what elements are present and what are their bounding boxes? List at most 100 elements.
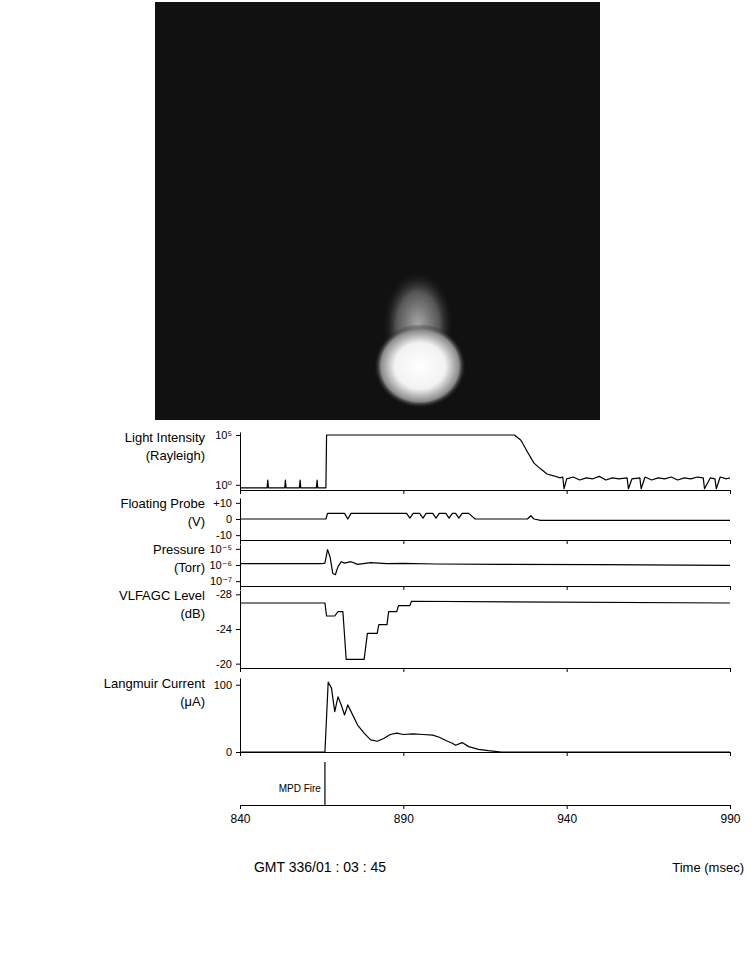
x-tick <box>403 540 404 544</box>
x-tick-mark <box>567 490 568 494</box>
x-tick-mark <box>730 490 731 494</box>
y-label-line: Floating Probe <box>120 496 205 511</box>
y-tick-mark <box>236 485 240 486</box>
x-tick-mark <box>730 752 731 756</box>
plot-area <box>240 513 730 520</box>
x-axis-line <box>241 668 731 669</box>
plot-area <box>240 601 730 659</box>
x-tick: 990 <box>720 805 740 826</box>
y-tick-label: 0 <box>226 746 232 758</box>
x-tick <box>240 668 241 672</box>
y-label-line: Pressure <box>153 542 205 557</box>
x-tick <box>730 540 731 544</box>
data-line <box>240 513 730 520</box>
y-tick-label: -28 <box>216 588 232 600</box>
plot-area <box>240 682 730 752</box>
y-axis: +100-10 <box>213 497 240 541</box>
y-tick-mark <box>236 435 240 436</box>
y-tick: -24 <box>216 623 240 635</box>
x-tick-mark <box>567 668 568 672</box>
panel: 10⁻⁵10⁻⁶10⁻⁷Pressure(Torr) <box>153 542 731 590</box>
x-tick <box>403 752 404 756</box>
x-tick <box>567 668 568 672</box>
panel: 1000840890940990Langmuir Current(μA)MPD … <box>104 676 744 875</box>
x-tick-mark <box>403 805 404 809</box>
x-tick-label: 940 <box>557 812 577 826</box>
y-tick-mark <box>236 549 240 550</box>
x-tick-mark <box>567 586 568 590</box>
y-axis: 10⁵ 10⁰ <box>215 429 240 491</box>
y-axis-line <box>240 433 241 491</box>
x-tick-label: 990 <box>720 812 740 826</box>
x-axis <box>241 752 731 756</box>
x-tick-mark <box>403 490 404 494</box>
y-tick: 10⁻⁷ <box>210 575 240 587</box>
x-tick-mark <box>730 586 731 590</box>
y-tick-label: 10⁻⁶ <box>209 559 232 571</box>
x-tick-mark <box>240 752 241 756</box>
photo-background <box>155 2 600 420</box>
panel: -28 -24 -20 VLFAGC Level (dB) <box>119 588 731 672</box>
x-tick <box>730 752 731 756</box>
subtitle: GMT 336/01 : 03 : 45 <box>254 859 386 875</box>
y-tick-label: -20 <box>216 658 232 670</box>
y-label: Langmuir Current(μA) <box>104 676 206 709</box>
y-label-line: (dB) <box>180 606 205 621</box>
y-label-line: (V) <box>188 514 205 529</box>
x-tick-mark <box>240 490 241 494</box>
y-label-line: (Torr) <box>174 560 205 575</box>
x-tick-mark <box>567 540 568 544</box>
y-tick: +10 <box>213 497 240 509</box>
y-axis-line <box>240 591 241 669</box>
x-axis <box>241 586 731 590</box>
x-tick <box>240 540 241 544</box>
x-tick-mark <box>403 540 404 544</box>
y-tick: -28 <box>216 588 240 600</box>
x-tick-mark <box>240 668 241 672</box>
y-tick: 10⁰ <box>215 479 240 491</box>
x-tick <box>567 540 568 544</box>
x-tick-mark <box>403 586 404 590</box>
x-tick <box>567 490 568 494</box>
y-tick-label: 10⁻⁷ <box>210 575 232 587</box>
x-tick <box>403 586 404 590</box>
y-label: Light Intensity(Rayleigh) <box>125 430 206 463</box>
x-label: Time (msec) <box>672 860 744 875</box>
x-tick <box>567 752 568 756</box>
x-tick-mark <box>240 805 241 809</box>
data-line <box>240 682 730 752</box>
data-line <box>240 550 730 575</box>
x-tick <box>567 586 568 590</box>
x-axis-line <box>241 805 731 806</box>
y-tick-mark <box>236 519 240 520</box>
x-axis-line <box>241 586 731 587</box>
y-tick: 100 <box>214 679 240 691</box>
y-label: Pressure (Torr) <box>153 542 205 575</box>
plasma-glow <box>374 324 466 408</box>
y-tick-mark <box>236 565 240 566</box>
x-tick-mark <box>730 805 731 809</box>
event-marker <box>324 762 325 805</box>
y-tick-mark <box>236 752 240 753</box>
x-tick-mark <box>240 586 241 590</box>
x-tick: 840 <box>230 805 250 826</box>
y-label-line: VLFAGC Level <box>119 588 205 603</box>
y-tick: -10 <box>216 529 240 541</box>
x-tick-mark <box>730 540 731 544</box>
x-tick-label: 840 <box>230 812 250 826</box>
y-axis-line <box>240 545 241 587</box>
y-tick-mark <box>236 664 240 665</box>
y-tick-label: +10 <box>213 497 232 509</box>
y-label-line: (Rayleigh) <box>146 448 205 463</box>
x-axis-line <box>241 490 731 491</box>
y-label: Floating Probe (V) <box>120 496 205 529</box>
y-tick: 10⁵ <box>215 429 240 441</box>
y-tick-label: -10 <box>216 529 232 541</box>
y-axis-line <box>240 679 241 753</box>
y-axis: 10⁻⁵10⁻⁶10⁻⁷ <box>209 543 240 587</box>
y-tick-mark <box>236 629 240 630</box>
x-tick <box>730 490 731 494</box>
x-tick <box>730 668 731 672</box>
x-tick: 890 <box>394 805 414 826</box>
data-line <box>240 435 730 489</box>
